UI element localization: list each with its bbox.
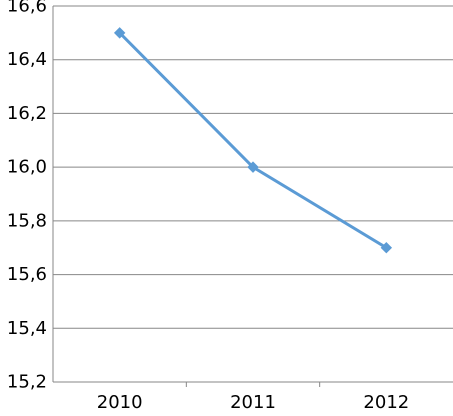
y-tick-label: 16,6 [7,0,47,17]
axes [52,6,453,387]
y-tick-label: 15,8 [7,210,47,231]
x-tick-label: 2012 [363,392,409,413]
x-tick-label: 2010 [97,392,143,413]
data-point-marker [247,161,259,173]
data-point-marker [113,27,126,39]
y-tick-label: 15,2 [7,372,47,393]
data-point-marker [380,242,393,254]
gridlines [53,5,453,329]
y-tick-label: 15,4 [7,318,47,339]
y-tick-label: 16,0 [7,157,47,178]
x-tick-label: 2011 [230,392,276,413]
y-tick-label: 15,6 [7,264,47,285]
y-tick-label: 16,2 [7,103,47,124]
series-group [113,27,393,254]
y-tick-label: 16,4 [7,49,47,70]
y-axis-tick-labels: 15,2 15,4 15,6 15,8 16,0 16,2 16,4 16,6 [7,0,47,393]
x-axis-tick-labels: 2010 2011 2012 [97,392,409,413]
series-line [118,31,388,249]
